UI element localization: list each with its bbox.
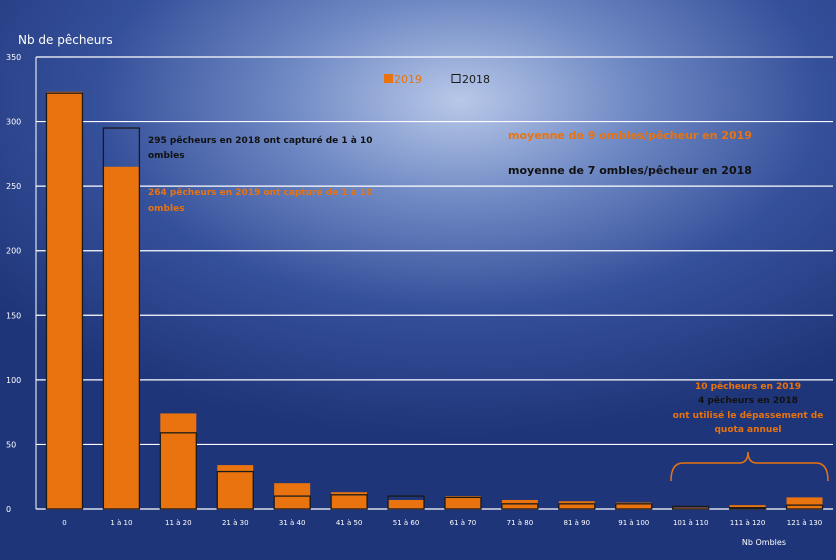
y-tick-label: 300 xyxy=(6,118,21,127)
quota-2018: 4 pêcheurs en 2018 xyxy=(698,395,798,406)
x-tick-label: 121 à 130 xyxy=(787,519,822,527)
bar-2019-2 xyxy=(160,413,197,509)
y-tick-label: 200 xyxy=(6,247,21,256)
y-axis-ticks: 0 50 100 150 200 250 300 350 xyxy=(6,53,21,514)
x-tick-label: 1 à 10 xyxy=(110,519,132,527)
y-axis-label: Nb de pêcheurs xyxy=(18,33,113,47)
quota-annotation: 10 pêcheurs en 2019 4 pêcheurs en 2018 o… xyxy=(670,381,829,482)
legend-swatch-2018 xyxy=(451,74,461,83)
bar-2019-7 xyxy=(444,496,481,509)
y-tick-label: 350 xyxy=(6,53,21,62)
bar-2018-5 xyxy=(330,494,368,510)
bar-2019-0 xyxy=(46,91,83,510)
bar-2019-13 xyxy=(786,497,823,509)
quota-2019: 10 pêcheurs en 2019 xyxy=(695,381,801,392)
annotation-2018-1to10: 295 pêcheurs en 2018 ont capturé de 1 à … xyxy=(148,135,373,161)
x-tick-label: 71 à 80 xyxy=(507,519,534,527)
bar-2018-12 xyxy=(728,507,767,510)
x-tick-label: 91 à 100 xyxy=(618,519,649,527)
legend-label-2018: 2018 xyxy=(462,73,490,86)
x-tick-label: 111 à 120 xyxy=(730,519,765,527)
legend-swatch-2019 xyxy=(384,74,393,83)
bar-2019-10 xyxy=(615,502,652,509)
x-tick-label: 101 à 110 xyxy=(673,519,708,527)
bar-2019-3 xyxy=(217,465,254,509)
annotation-2019-1to10: 264 pêcheurs en 2019 ont capturé de 1 à … xyxy=(148,187,373,214)
bar-2018-2 xyxy=(159,432,197,510)
x-tick-label: 0 xyxy=(62,519,66,527)
legend: 2019 2018 xyxy=(384,73,490,86)
y-tick-label: 150 xyxy=(6,311,21,320)
annotation-2018-line2: ombles xyxy=(148,151,185,161)
grid-lines xyxy=(35,56,833,510)
x-tick-label: 31 à 40 xyxy=(279,519,306,527)
bar-2018-13 xyxy=(785,504,824,510)
annotation-2019-line2: ombles xyxy=(148,204,185,214)
bar-2019-5 xyxy=(331,492,368,509)
bar-2018-7 xyxy=(444,496,482,510)
x-tick-label: 51 à 60 xyxy=(393,519,420,527)
quota-line4: quota annuel xyxy=(714,425,781,435)
bar-2018-3 xyxy=(216,470,254,510)
bar-2018-4 xyxy=(273,495,311,510)
y-tick-label: 250 xyxy=(6,182,21,191)
bar-2018-6 xyxy=(387,495,425,510)
series-2019-bars xyxy=(46,91,823,510)
x-tick-label: 11 à 20 xyxy=(165,519,192,527)
annotation-2018-line1: 295 pêcheurs en 2018 ont capturé de 1 à … xyxy=(148,135,373,146)
bar-2018-1 xyxy=(102,127,141,510)
x-axis-label: Nb Ombles xyxy=(742,538,786,547)
bar-2018-8 xyxy=(501,503,539,510)
annotation-2019-line1: 264 pêcheurs en 2019 ont capturé de 1 à … xyxy=(148,187,373,198)
x-tick-label: 61 à 70 xyxy=(450,519,477,527)
quota-line3: ont utilisé le dépassement de xyxy=(673,410,824,421)
bar-2018-0 xyxy=(45,92,84,510)
x-tick-label: 41 à 50 xyxy=(336,519,363,527)
y-tick-label: 100 xyxy=(6,376,21,385)
bar-2019-1 xyxy=(103,166,140,509)
bar-2019-9 xyxy=(558,501,595,509)
bar-2019-6 xyxy=(388,499,425,509)
quota-brace xyxy=(670,451,829,482)
x-axis-ticks: 0 1 à 10 11 à 20 21 à 30 31 à 40 41 à 50 51 à … xyxy=(62,519,822,527)
bar-2018-11 xyxy=(672,505,710,510)
average-2018: moyenne de 7 ombles/pêcheur en 2018 xyxy=(508,164,752,177)
series-2018-bars xyxy=(45,92,824,510)
x-tick-label: 81 à 90 xyxy=(564,519,591,527)
y-tick-label: 0 xyxy=(6,505,11,514)
bar-2018-9 xyxy=(558,503,596,510)
bar-2018-10 xyxy=(615,503,653,510)
y-tick-label: 50 xyxy=(6,440,16,449)
x-tick-label: 21 à 30 xyxy=(222,519,249,527)
legend-label-2019: 2019 xyxy=(394,73,422,86)
average-2019: moyenne de 9 ombles/pêcheur en 2019 xyxy=(508,129,752,142)
